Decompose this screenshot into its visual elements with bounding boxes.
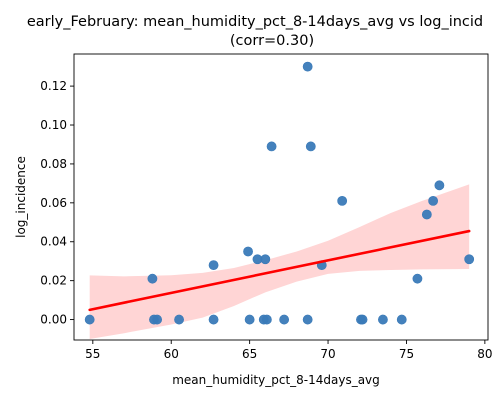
scatter-point (243, 246, 253, 257)
scatter-point (260, 254, 271, 265)
scatter-point (378, 314, 388, 325)
x-tick-label: 80 (477, 347, 492, 361)
scatter-point (302, 61, 313, 72)
scatter-point (421, 209, 432, 220)
regression-line (88, 229, 471, 312)
scatter-point (174, 314, 184, 325)
y-tick-label: 0.04 (40, 235, 67, 249)
scatter-points-layer (84, 61, 475, 325)
x-tick-label: 60 (164, 347, 179, 361)
scatter-point (434, 180, 445, 191)
y-tick-label: 0.08 (40, 157, 67, 171)
scatter-point (84, 314, 95, 325)
scatter-point (302, 314, 313, 325)
scatter-point (279, 314, 290, 325)
y-tick-label: 0.00 (40, 313, 67, 327)
y-tick-label: 0.06 (40, 196, 67, 210)
scatter-point (244, 314, 255, 325)
scatter-point (152, 314, 163, 325)
x-tick-label: 65 (242, 347, 257, 361)
scatter-point (266, 141, 277, 152)
x-tick-label: 75 (399, 347, 414, 361)
x-tick-label: 55 (85, 347, 100, 361)
y-tick-label: 0.02 (40, 274, 67, 288)
regression-line-layer (88, 229, 471, 312)
chart-title: early_February: mean_humidity_pct_8-14da… (27, 14, 483, 30)
scatter-point (261, 314, 272, 325)
x-axis-ticks: 55 60 65 70 75 80 (85, 340, 493, 361)
x-tick-label: 70 (320, 347, 335, 361)
scatter-point (428, 195, 439, 206)
scatter-point (305, 141, 316, 152)
scatter-point (337, 195, 348, 206)
scatter-point (147, 273, 158, 284)
confidence-band (89, 184, 470, 340)
y-axis-ticks: 0.00 0.02 0.04 0.06 0.08 0.10 0.12 (40, 79, 74, 327)
scatter-point (464, 254, 475, 265)
confidence-band-layer (89, 184, 470, 340)
y-axis-label: log_incidence (14, 156, 28, 238)
scatter-point (208, 314, 219, 325)
y-tick-label: 0.10 (40, 118, 67, 132)
plot-frame (73, 53, 489, 341)
scatter-point (412, 273, 423, 284)
scatter-point (396, 314, 407, 325)
x-axis-label: mean_humidity_pct_8-14days_avg (172, 373, 380, 387)
chart-subtitle: (corr=0.30) (230, 33, 314, 49)
scatter-point (208, 260, 219, 270)
scatter-point (357, 314, 368, 325)
y-tick-label: 0.12 (40, 79, 67, 93)
